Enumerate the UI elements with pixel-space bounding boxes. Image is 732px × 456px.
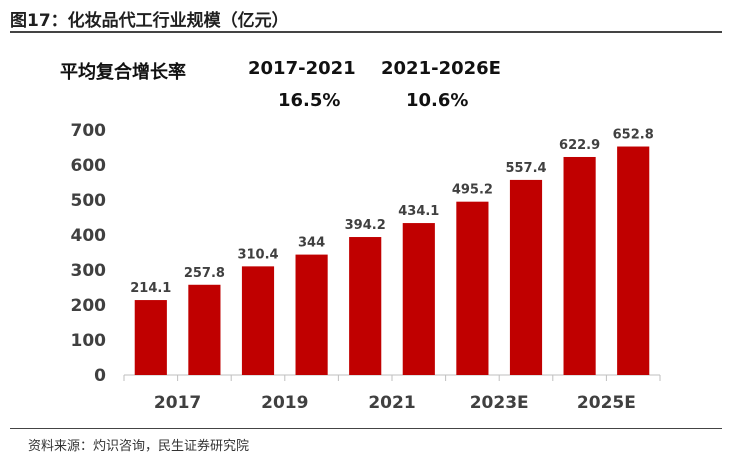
y-tick-label: 400	[71, 226, 107, 246]
bar-value-label: 214.1	[130, 281, 171, 296]
cagr-rate-2: 10.6%	[406, 90, 469, 111]
x-tick-label: 2025E	[577, 393, 636, 413]
bar	[617, 146, 650, 375]
figure-title: 图17：化妆品代工行业规模（亿元）	[10, 11, 289, 31]
bar	[563, 156, 596, 375]
bar-value-label: 434.1	[398, 204, 439, 219]
x-tick-label: 2019	[261, 393, 308, 413]
y-tick-label: 100	[71, 331, 107, 351]
cagr-period-2: 2021-2026E	[381, 58, 501, 79]
bar	[349, 237, 382, 375]
x-tick-label: 2017	[154, 393, 201, 413]
y-tick-label: 300	[71, 261, 107, 281]
bar-value-label: 495.2	[452, 183, 493, 198]
bar	[402, 223, 435, 375]
bar-value-label: 394.2	[345, 218, 386, 233]
y-tick-label: 200	[71, 296, 107, 316]
x-tick-label: 2023E	[470, 393, 529, 413]
y-tick-label: 500	[71, 191, 107, 211]
bar-value-label: 622.9	[559, 138, 600, 153]
source-divider	[10, 428, 722, 429]
bar-value-label: 557.4	[505, 161, 546, 176]
bar-value-label: 344	[298, 236, 325, 251]
y-tick-label: 0	[94, 366, 106, 386]
bar	[295, 254, 328, 375]
bar	[241, 266, 275, 375]
bar-value-label: 310.4	[237, 247, 278, 262]
cagr-rate-1: 16.5%	[278, 90, 341, 111]
cagr-period-1: 2017-2021	[248, 58, 356, 79]
y-tick-label: 600	[71, 156, 107, 176]
source-note: 资料来源：灼识咨询，民生证券研究院	[28, 439, 250, 454]
bar	[134, 300, 167, 375]
y-tick-label: 700	[71, 121, 107, 141]
bar-value-label: 257.8	[184, 266, 225, 281]
title-divider	[10, 31, 722, 33]
x-tick-label: 2021	[368, 393, 415, 413]
cagr-label: 平均复合增长率	[60, 62, 186, 83]
bar	[456, 201, 489, 375]
bar	[188, 284, 221, 375]
bar	[509, 179, 543, 375]
bar-value-label: 652.8	[613, 128, 654, 143]
